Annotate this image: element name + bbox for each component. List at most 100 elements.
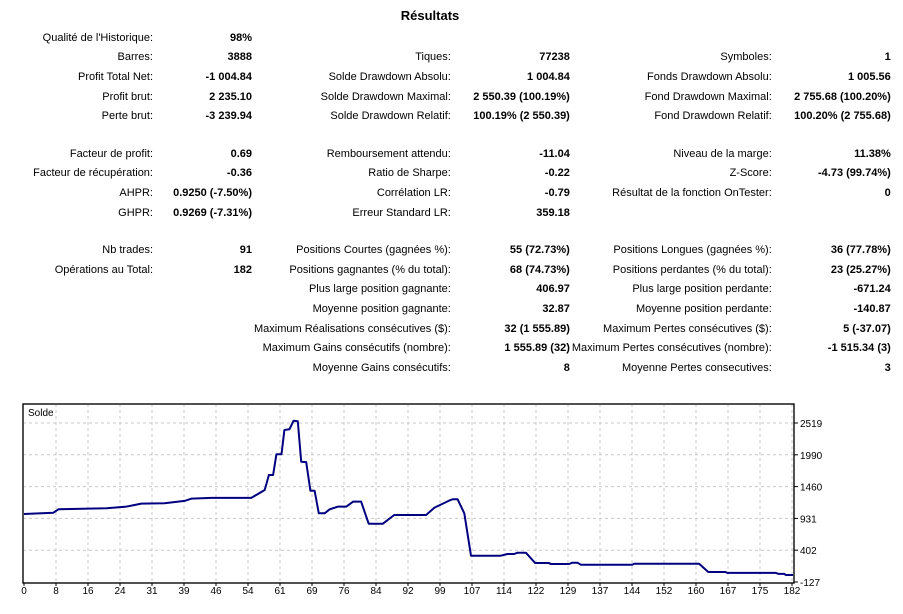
balance-chart: 2519 1990 1460 931 402 -127 0 8 16 24 31 39 46 54 61 69… <box>21 403 823 597</box>
empty-cell <box>776 28 893 48</box>
stat-label: Plus large position gagnante: <box>308 283 451 296</box>
results-title: Résultats <box>400 8 460 23</box>
x-tick-label: 24 <box>114 586 126 597</box>
stat-value: 2 755.68 (100.20%) <box>794 90 891 103</box>
plot-area <box>22 403 795 584</box>
stat-value: -11.04 <box>539 147 570 160</box>
stat-value: -140.87 <box>853 302 891 315</box>
stats-row: Perte brut: -3 239.94 Solde Drawdown Relat… <box>0 106 893 126</box>
stat-value: 55 (72.73%) <box>509 244 570 257</box>
stat-label: Maximum Réalisations consécutives ($): <box>254 322 451 335</box>
stat-label: Moyenne position gagnante: <box>312 302 451 315</box>
stat-label: Profit Total Net: <box>78 70 153 83</box>
results-table: Qualité de l'Historique: 98% Barres: 3888 Ti… <box>0 28 893 378</box>
x-tick-label: 160 <box>688 586 705 597</box>
stat-value: 1 005.56 <box>847 70 891 83</box>
stat-label: Maximum Gains consécutifs (nombre): <box>262 342 451 355</box>
x-tick-label: 31 <box>146 586 158 597</box>
stat-value: -4.73 (99.74%) <box>818 167 891 180</box>
stat-label: Erreur Standard LR: <box>352 206 451 219</box>
empty-cell <box>572 203 776 223</box>
stat-label: Corrélation LR: <box>376 186 451 199</box>
empty-cell <box>0 299 157 319</box>
stat-label: Symboles: <box>720 51 772 64</box>
stat-value: -0.36 <box>226 167 252 180</box>
stat-value: 1 555.89 (32) <box>504 342 570 355</box>
y-tick-label: -127 <box>800 578 820 589</box>
stat-label: Fond Drawdown Relatif: <box>654 110 772 123</box>
stat-value: 11.38% <box>854 147 891 160</box>
stats-row: Profit brut: 2 235.10 Solde Drawdown Maxim… <box>0 87 893 107</box>
stat-label: Facteur de récupération: <box>33 167 153 180</box>
x-tick-label: 122 <box>528 586 545 597</box>
stat-label: Maximum Pertes consécutives (nombre): <box>571 342 772 355</box>
stat-label: Moyenne Gains consécutifs: <box>312 361 451 374</box>
empty-cell <box>0 358 157 378</box>
stats-row: Barres: 3888 Tiques: 77238 Symboles: 1 <box>0 48 893 68</box>
stat-value: -0.79 <box>544 186 570 199</box>
stat-value: 100.19% (2 550.39) <box>473 110 570 123</box>
y-tick-label: 2519 <box>800 419 823 430</box>
stat-label: Barres: <box>117 51 153 64</box>
stat-label: Opérations au Total: <box>54 263 153 276</box>
stats-row: Maximum Gains consécutifs (nombre): 1 555… <box>0 338 893 358</box>
x-tick-label: 114 <box>496 586 512 597</box>
x-tick-label: 175 <box>752 586 769 597</box>
stat-value: 1 004.84 <box>527 70 570 83</box>
x-tick-label: 129 <box>560 586 577 597</box>
stats-row: Facteur de récupération: -0.36 Ratio de Sh… <box>0 164 893 184</box>
stat-label: Tiques: <box>415 51 451 64</box>
x-tick-label: 92 <box>402 586 414 597</box>
empty-cell <box>157 338 254 358</box>
x-tick-label: 54 <box>242 586 254 597</box>
plot-border <box>22 403 795 584</box>
stats-row: Nb trades: 91 Positions Courtes (gagnées %… <box>0 240 893 260</box>
stat-label: Fonds Drawdown Absolu: <box>647 70 772 83</box>
stat-label: AHPR: <box>119 186 153 199</box>
stat-label: Solde Drawdown Absolu: <box>328 70 451 83</box>
stat-label: Ratio de Sharpe: <box>368 167 451 180</box>
chart-legend-label: Solde <box>28 408 54 419</box>
empty-cell <box>0 338 157 358</box>
stat-label: Positions Longues (gagnées %): <box>613 244 772 257</box>
x-tick-label: 61 <box>274 586 286 597</box>
empty-cell <box>572 28 776 48</box>
stat-value: 359.18 <box>536 206 570 219</box>
stat-value: 5 (-37.07) <box>843 322 891 335</box>
stats-row: Moyenne position gagnante: 32.87 Moyenne p… <box>0 299 893 319</box>
x-tick-label: 8 <box>53 586 59 597</box>
stat-value: 91 <box>239 244 252 257</box>
stat-value: 100.20% (2 755.68) <box>794 110 891 123</box>
stat-label: Z-Score: <box>729 167 772 180</box>
balance-line <box>23 419 793 576</box>
stats-row: Opérations au Total: 182 Positions gagnant… <box>0 260 893 280</box>
stat-label: Nb trades: <box>102 244 153 257</box>
stats-row: GHPR: 0.9269 (-7.31%) Erreur Standard LR: 3… <box>0 203 893 223</box>
stat-value: 77238 <box>539 51 570 64</box>
spacer-row <box>0 126 893 144</box>
stat-value: 2 235.10 <box>209 90 252 103</box>
stat-value: 3888 <box>227 51 252 64</box>
stat-label: Profit brut: <box>102 90 153 103</box>
stat-label: Maximum Pertes consécutives ($): <box>603 322 772 335</box>
stat-value: 32.87 <box>542 302 570 315</box>
stat-value: 32 (1 555.89) <box>504 322 570 335</box>
stat-value: 0.9250 (-7.50%) <box>173 186 252 199</box>
stat-value: 182 <box>233 263 252 276</box>
x-tick-label: 137 <box>592 586 609 597</box>
empty-cell <box>157 299 254 319</box>
stats-row: Facteur de profit: 0.69 Remboursement atte… <box>0 144 893 164</box>
stat-value: -3 239.94 <box>205 110 252 123</box>
stat-value: -0.22 <box>544 167 570 180</box>
y-tick-label: 402 <box>800 546 817 557</box>
stat-label: Solde Drawdown Maximal: <box>320 90 451 103</box>
spacer-row <box>0 222 893 240</box>
stats-row: Maximum Réalisations consécutives ($): 32… <box>0 319 893 339</box>
stat-value: 0.9269 (-7.31%) <box>173 206 252 219</box>
empty-cell <box>254 28 455 48</box>
stat-value: 406.97 <box>536 283 570 296</box>
stat-label: Positions Courtes (gagnées %): <box>296 244 451 257</box>
stat-label: Remboursement attendu: <box>326 147 451 160</box>
stat-label: Positions gagnantes (% du total): <box>289 263 451 276</box>
x-tick-label: 182 <box>784 586 801 597</box>
